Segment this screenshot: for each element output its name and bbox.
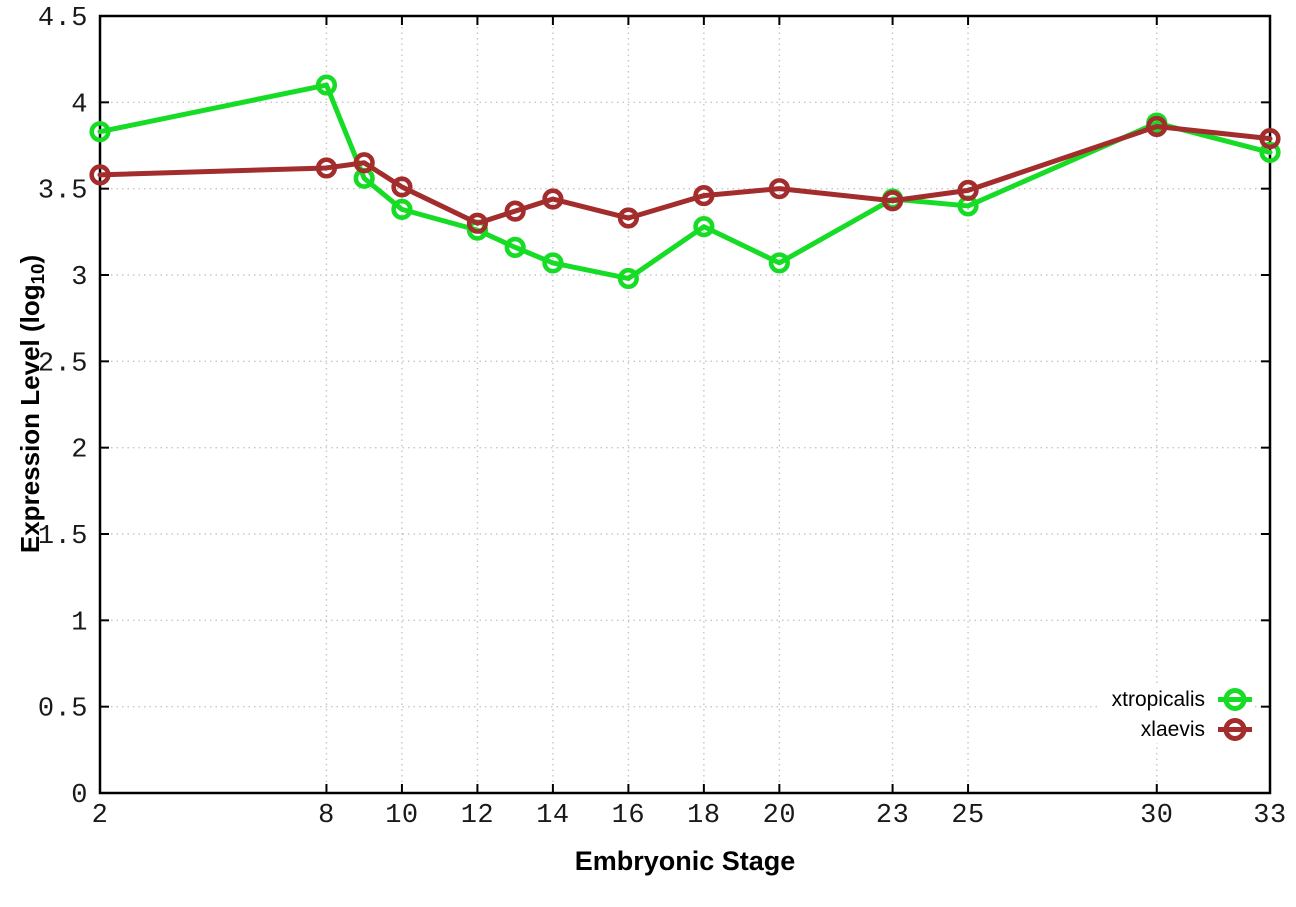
x-tick-label: 2 (92, 801, 109, 831)
data-point-xlaevis (391, 176, 413, 198)
line-marker-icon (1218, 718, 1252, 741)
x-tick-label: 16 (612, 801, 645, 831)
x-tick-label: 8 (318, 801, 335, 831)
x-tick-label: 25 (951, 801, 984, 831)
x-tick-label: 33 (1253, 801, 1286, 831)
y-tick-label: 0 (71, 781, 88, 811)
line-marker-icon (1218, 688, 1252, 711)
data-point-xtropicalis (693, 216, 715, 238)
data-point-xtropicalis (542, 252, 564, 274)
data-point-xlaevis (617, 207, 639, 229)
x-tick-label: 30 (1140, 801, 1173, 831)
legend-item-xtropicalis: xtropicalis (1112, 686, 1254, 713)
data-point-xlaevis (315, 157, 338, 179)
data-point-xlaevis (466, 212, 489, 234)
plot-border (98, 14, 1272, 795)
y-tick-label: 4 (71, 90, 88, 120)
y-axis-title-subscript: 10 (26, 263, 48, 285)
x-tick-label: 12 (461, 801, 494, 831)
y-tick-label: 3.5 (38, 177, 88, 207)
data-point-xtropicalis (504, 236, 526, 258)
y-tick-label: 2.5 (38, 349, 88, 379)
x-tick-label: 14 (536, 801, 569, 831)
legend: xtropicalis xlaevis (1097, 686, 1254, 743)
data-point-xlaevis (1146, 115, 1168, 138)
series-line-xtropicalis (97, 82, 1273, 281)
y-tick-label: 4.5 (38, 4, 88, 34)
x-tick-label: 20 (763, 801, 796, 831)
x-tick-label: 23 (876, 801, 909, 831)
x-axis-title: Embryonic Stage (574, 846, 796, 876)
y-tick-label: 1 (71, 608, 88, 638)
series-line-xlaevis (97, 124, 1273, 226)
data-point-xlaevis (504, 200, 526, 222)
data-point-xtropicalis (617, 267, 639, 290)
y-axis-title: Expression Level (log10) (15, 255, 49, 553)
legend-item-xlaevis: xlaevis (1141, 716, 1254, 743)
data-point-xlaevis (693, 184, 715, 207)
data-point-xtropicalis (315, 74, 338, 96)
y-tick-label: 2 (71, 436, 88, 466)
y-axis-title-prefix: Expression Level (log (15, 284, 46, 554)
y-axis-title-suffix: ) (15, 254, 46, 264)
data-point-xtropicalis (1259, 141, 1281, 164)
data-point-xtropicalis (768, 252, 790, 274)
y-tick-label: 0.5 (38, 695, 88, 725)
data-point-xlaevis (542, 188, 564, 210)
x-tick-label: 10 (385, 801, 418, 831)
x-tick-label: 18 (687, 801, 720, 831)
y-tick-label: 1.5 (38, 522, 88, 552)
data-point-xlaevis (1259, 127, 1281, 150)
data-point-xlaevis (353, 152, 375, 174)
y-tick-label: 3 (71, 263, 88, 293)
data-point-xlaevis (881, 190, 904, 212)
data-point-xtropicalis (89, 121, 111, 143)
data-point-xlaevis (957, 179, 979, 201)
data-point-xtropicalis (391, 198, 413, 220)
data-point-xlaevis (89, 164, 111, 186)
legend-label: xlaevis (1140, 717, 1205, 741)
legend-label: xtropicalis (1111, 687, 1205, 711)
data-point-xlaevis (768, 178, 790, 200)
